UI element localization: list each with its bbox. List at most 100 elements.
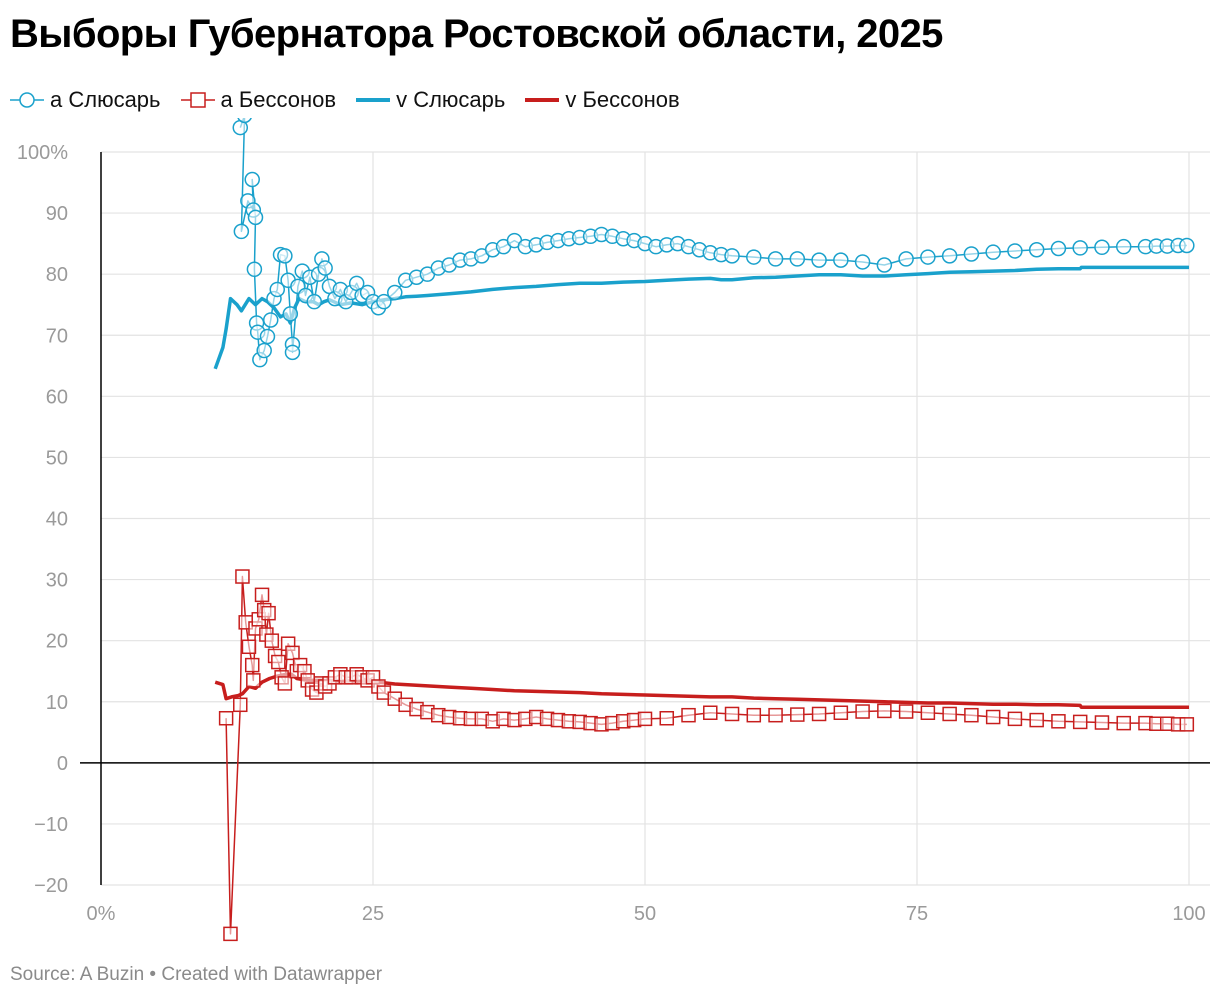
data-point (254, 587, 270, 603)
data-point (285, 645, 300, 661)
line-marker-icon (356, 98, 391, 102)
data-point (1116, 715, 1131, 731)
data-point (920, 249, 936, 265)
data-point (277, 248, 293, 264)
data-point (1072, 714, 1088, 730)
data-point (811, 252, 827, 268)
x-tick-label: 25 (362, 903, 384, 925)
data-point (746, 707, 762, 723)
data-point (233, 223, 250, 240)
data-point (833, 705, 849, 720)
data-point (244, 171, 260, 188)
data-point (833, 252, 849, 268)
data-point (269, 281, 286, 298)
data-point (262, 312, 279, 328)
source-footer: Source: A Buzin • Created with Datawrapp… (10, 964, 383, 985)
y-tick-label: 80 (46, 264, 68, 286)
data-point (964, 707, 979, 723)
data-point (218, 710, 234, 726)
series-line (225, 575, 1187, 935)
data-point (876, 257, 893, 273)
data-point (1028, 241, 1045, 258)
data-point (724, 706, 740, 722)
data-point (306, 293, 322, 310)
x-tick-label: 50 (634, 903, 656, 925)
chart-title: Выборы Губернатора Ростовской области, 2… (10, 12, 943, 56)
data-point (317, 260, 333, 276)
data-point (277, 676, 293, 691)
data-point (241, 639, 257, 655)
y-tick-label: 70 (46, 325, 68, 347)
data-point (637, 711, 653, 727)
data-point (767, 251, 784, 267)
data-point (259, 328, 276, 345)
data-point (244, 657, 260, 673)
data-point (237, 118, 252, 124)
data-point (811, 706, 827, 722)
legend-label: v Слюсарь (396, 87, 506, 112)
data-point (855, 704, 870, 719)
series-layer (213, 118, 1195, 942)
data-point (877, 703, 892, 719)
y-tick-label: −20 (34, 875, 68, 897)
grid-lines (101, 151, 1210, 886)
legend-label: v Бессонов (565, 87, 680, 112)
series-v-slyusar (213, 265, 1189, 370)
y-tick-label: 90 (46, 203, 68, 225)
data-point (235, 569, 250, 584)
series-line (213, 265, 1189, 370)
data-point (659, 710, 675, 726)
y-tick-label: 0 (57, 753, 68, 775)
data-point (271, 654, 286, 670)
data-point (1115, 238, 1132, 255)
x-tick-label: 100 (1172, 903, 1205, 925)
data-point (789, 251, 806, 267)
data-point (746, 249, 762, 265)
data-point (768, 707, 783, 723)
legend-item-a-bessonov[interactable]: а Бессонов (180, 87, 337, 113)
data-point (963, 246, 980, 262)
x-tick-label: 0% (87, 903, 116, 925)
legend-item-a-slyusar[interactable]: а Слюсарь (10, 87, 161, 113)
data-point (233, 697, 248, 713)
data-point (387, 284, 403, 301)
series-a-bessonov (218, 569, 1195, 942)
data-point (1094, 715, 1110, 730)
circle-marker-icon (10, 92, 44, 108)
y-tick-label: 20 (46, 631, 68, 653)
y-tick-label: 60 (46, 386, 68, 408)
legend-label: а Бессонов (220, 87, 337, 112)
legend-label: а Слюсарь (50, 87, 161, 112)
y-tick-label: 40 (46, 509, 68, 531)
data-point (247, 209, 264, 226)
data-point (790, 707, 805, 722)
data-point (941, 248, 958, 264)
data-point (985, 244, 1001, 260)
data-point (898, 704, 914, 719)
data-point (1179, 717, 1195, 732)
line-marker-icon (525, 98, 560, 102)
data-point (854, 254, 871, 270)
data-point (703, 705, 718, 720)
legend-item-v-bessonov[interactable]: v Бессонов (525, 87, 680, 113)
data-point (1094, 239, 1110, 256)
square-marker-icon (180, 92, 215, 108)
data-point (1007, 243, 1023, 259)
y-tick-label: 10 (46, 692, 68, 714)
data-point (681, 707, 696, 723)
data-point (223, 926, 238, 942)
data-point (261, 605, 276, 621)
legend-item-v-slyusar[interactable]: v Слюсарь (356, 87, 505, 113)
data-point (282, 306, 299, 322)
data-point (1051, 714, 1066, 729)
y-tick-label: 30 (46, 570, 68, 592)
data-point (284, 344, 301, 361)
data-point (246, 673, 261, 688)
data-point (246, 261, 263, 278)
y-tick-label: 100% (17, 142, 68, 164)
data-point (256, 342, 272, 359)
data-point (920, 705, 936, 720)
series-a-slyusar (232, 118, 1195, 368)
data-point (1179, 237, 1195, 254)
